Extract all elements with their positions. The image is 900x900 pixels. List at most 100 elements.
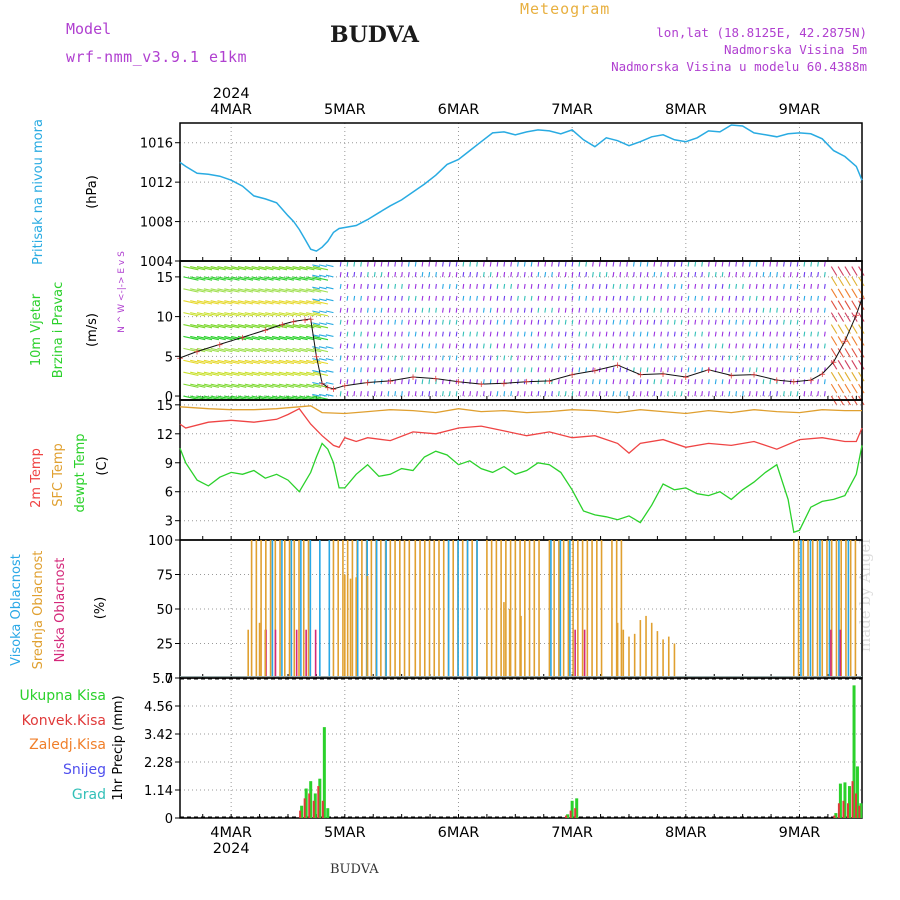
wind-vector [217,288,233,293]
wind-vector [442,261,444,267]
wind-vector [231,312,247,317]
wind-vector [469,319,472,325]
wind-vector [544,391,547,397]
wind-vector [503,343,506,349]
wind-vector [571,331,574,337]
wind-vector [523,307,526,313]
wind-vector [748,261,751,267]
wind-vector [619,367,622,373]
wind-vector [803,261,806,267]
wind-vector [592,355,594,361]
wind-vector [271,300,288,305]
wind-vector [721,295,724,301]
wind-vector [789,307,792,313]
wind-vector [660,261,663,267]
wind-vector [224,383,240,388]
y-tick-label: 15 [156,271,173,286]
wind-vector [571,272,574,277]
wind-vector [762,367,765,373]
dewpt-temp-line [179,442,863,534]
wind-vector [482,343,485,349]
pressure-unit-label: (hPa) [85,175,100,209]
wind-vector [557,307,560,313]
wind-vector [830,288,838,299]
wind-vector [612,379,615,385]
wind-speed-point: + [301,316,309,326]
wind-vector [265,266,281,271]
wind-vector [605,355,608,361]
wind-vector [571,343,574,349]
wind-vector [694,307,697,313]
wind-unit-label: (m/s) [85,313,100,347]
wind-vector [769,295,772,301]
wind-vector [598,261,601,267]
wind-vector [325,393,334,397]
wind-vector [224,312,240,317]
wind-vector [639,355,642,361]
precip-conv-bar [317,786,320,818]
wind-vector [530,272,533,277]
wind-vector [619,391,622,397]
wind-vector [285,395,301,400]
wind-vector [762,355,765,361]
wind-vector [776,261,778,267]
wind-vector [626,343,628,349]
precip-total-bar [566,814,570,818]
wind-vector [551,331,553,337]
wind-vector [769,272,772,277]
wind-vector [435,319,437,325]
wind-vector [510,307,513,313]
wind-vector [776,367,778,373]
wind-vector [783,272,785,277]
wind-vector [626,272,628,277]
top-year-label: 2024 [213,86,250,102]
wind-vector [639,272,642,277]
wind-vector [714,261,717,267]
wind-vector [203,359,220,365]
wind-vector [360,283,362,289]
wind-vector [346,272,349,277]
wind-vector [360,391,362,397]
wind-vector [660,307,663,313]
wind-vector [244,300,260,305]
wind-vector [265,395,281,400]
y-tick-label: 1012 [140,176,173,191]
wind-vector [448,355,451,361]
wind-vector [258,324,274,329]
wind-vector [537,307,540,313]
wind-vector [292,324,308,329]
wind-vector [517,355,519,361]
wind-vector [190,395,206,400]
wind-vector [251,312,267,317]
wind-vector [387,379,390,385]
wind-vector [183,335,199,341]
wind-vector [312,286,320,290]
wind-vector [748,367,751,373]
wind-vector [489,319,492,325]
wind-vector [592,319,594,325]
wind-vector [312,276,329,281]
wind-vector [407,331,410,337]
wind-vector [742,283,744,289]
wind-vector [646,379,649,385]
wind-vector [217,335,233,341]
wind-vector [325,274,334,278]
precip-total-bar [575,798,579,818]
wind-vector [823,391,826,397]
wind-vector [265,288,281,293]
wind-vector [755,343,758,349]
wind-vector [667,367,669,373]
wind-vector [578,331,581,337]
wind-vector [823,343,826,349]
wind-vector [578,283,581,289]
wind-vector [571,379,574,385]
wind-vector [598,283,601,289]
wind-vector [428,319,431,325]
wind-vector [278,276,295,281]
wind-vector [237,276,254,281]
wind-vector [783,379,785,385]
wind-vector [387,391,390,397]
wind-vector [769,261,772,267]
wind-vector [428,331,431,337]
wind-vector [414,379,417,385]
